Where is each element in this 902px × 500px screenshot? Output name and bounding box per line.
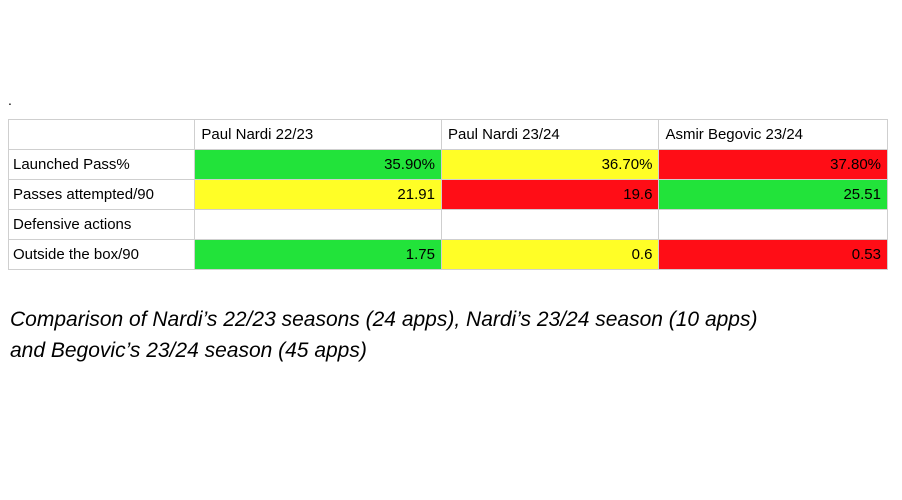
comparison-table: Paul Nardi 22/23 Paul Nardi 23/24 Asmir … xyxy=(7,119,888,270)
data-cell: 21.91 xyxy=(194,179,442,210)
table-row: Launched Pass% 35.90% 36.70% 37.80% xyxy=(7,149,888,180)
caption-line-2: and Begovic’s 23/24 season (45 apps) xyxy=(10,339,367,362)
data-cell xyxy=(194,209,442,240)
column-header-nardi-23-24: Paul Nardi 23/24 xyxy=(440,119,660,150)
data-cell: 36.70% xyxy=(440,149,660,180)
data-cell: 25.51 xyxy=(658,179,888,210)
header-corner-cell xyxy=(7,119,196,150)
row-label: Defensive actions xyxy=(7,209,196,240)
stray-dot-mark: . xyxy=(8,92,12,108)
data-cell: 1.75 xyxy=(194,239,442,270)
data-cell: 37.80% xyxy=(658,149,888,180)
table-row: Outside the box/90 1.75 0.6 0.53 xyxy=(7,239,888,270)
data-cell: 0.6 xyxy=(440,239,660,270)
column-header-nardi-22-23: Paul Nardi 22/23 xyxy=(194,119,442,150)
header-row: Paul Nardi 22/23 Paul Nardi 23/24 Asmir … xyxy=(7,119,888,150)
column-header-begovic-23-24: Asmir Begovic 23/24 xyxy=(658,119,888,150)
caption-line-1: Comparison of Nardi’s 22/23 seasons (24 … xyxy=(10,308,758,331)
data-cell: 19.6 xyxy=(440,179,660,210)
row-label: Passes attempted/90 xyxy=(7,179,196,210)
table-row: Passes attempted/90 21.91 19.6 25.51 xyxy=(7,179,888,210)
data-cell: 0.53 xyxy=(658,239,888,270)
data-cell: 35.90% xyxy=(194,149,442,180)
row-label: Outside the box/90 xyxy=(7,239,196,270)
data-cell xyxy=(440,209,660,240)
row-label: Launched Pass% xyxy=(7,149,196,180)
data-cell xyxy=(658,209,888,240)
figure-caption: Comparison of Nardi’s 22/23 seasons (24 … xyxy=(10,304,890,366)
table-row: Defensive actions xyxy=(7,209,888,240)
